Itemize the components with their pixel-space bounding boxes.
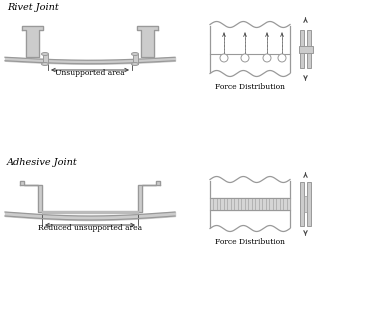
Ellipse shape: [41, 52, 49, 55]
Bar: [132, 54, 138, 64]
Bar: [300, 182, 304, 226]
Bar: [300, 30, 304, 68]
Circle shape: [220, 54, 228, 62]
Text: Unsupported area: Unsupported area: [55, 69, 125, 77]
Ellipse shape: [132, 52, 138, 55]
Text: Rivet Joint: Rivet Joint: [7, 3, 59, 12]
Circle shape: [278, 54, 286, 62]
Polygon shape: [211, 198, 289, 210]
Text: Reduced unsupported area: Reduced unsupported area: [38, 224, 142, 232]
Polygon shape: [42, 211, 138, 213]
Circle shape: [263, 54, 271, 62]
Circle shape: [241, 54, 249, 62]
Bar: [299, 46, 313, 52]
Text: Force Distribution: Force Distribution: [215, 83, 285, 91]
Polygon shape: [20, 181, 42, 212]
Polygon shape: [137, 26, 158, 57]
Ellipse shape: [41, 63, 49, 66]
Polygon shape: [138, 181, 160, 212]
Text: Adhesive Joint: Adhesive Joint: [7, 158, 78, 167]
Text: Force Distribution: Force Distribution: [215, 238, 285, 246]
Bar: [307, 182, 311, 226]
Bar: [307, 30, 311, 68]
Bar: [304, 196, 307, 212]
Bar: [43, 54, 48, 64]
Polygon shape: [22, 26, 43, 57]
Ellipse shape: [132, 63, 138, 66]
